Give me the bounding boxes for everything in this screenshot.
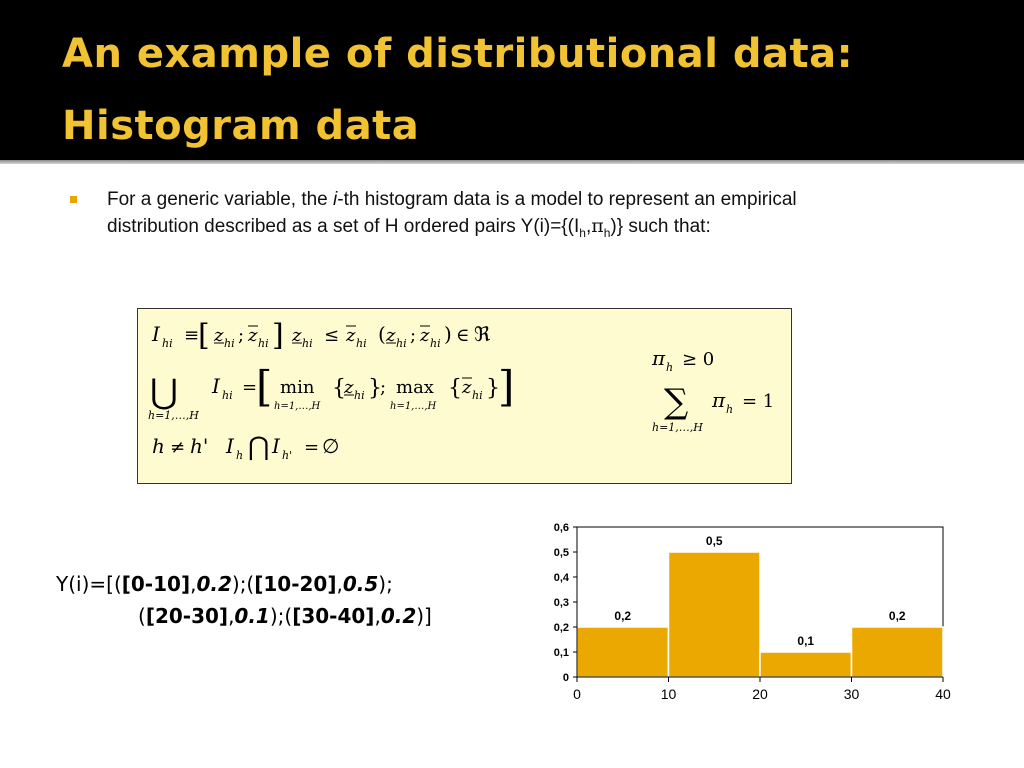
formula-left-bracket: [ [198, 318, 210, 353]
histogram-notation-line-1: Y(i)=[([0-10],0.2);([10-20],0.5); [56, 572, 393, 596]
formula-index: h=1,…,H [390, 401, 437, 412]
formula-z: z [343, 377, 354, 398]
formula-union-support: ⋃ h=1,…,H I hi = [ min h=1,…,H { z hi } … [148, 362, 514, 422]
formula-semicolon: ; [238, 325, 244, 346]
histogram-chart: 0,2 0,5 0,1 0,2 0 0,1 0,2 0,3 0,4 0,5 0,6 0 10 20 30 40 [554, 522, 951, 702]
formula-min: min [280, 377, 315, 398]
formula-subscript: hi [258, 337, 269, 350]
formula-equals: = [304, 437, 319, 458]
x-tick-label: 20 [752, 686, 768, 702]
formula-open-paren: ( [378, 322, 386, 346]
histogram-notation-line-2: ([20-30],0.1);([30-40],0.2)] [138, 604, 432, 628]
y-tick-label: 0,5 [554, 547, 569, 559]
data-label: 0,2 [889, 609, 906, 623]
formula-I: I [271, 434, 281, 458]
bullet-text-line-2: distribution described as a set of H ord… [107, 215, 711, 240]
title-bar [0, 0, 1024, 160]
formula-z-bar: z [461, 377, 472, 398]
formula-svg: I hi ≡ [ z hi ; z hi ] z hi ≤ z hi ( z h… [148, 318, 774, 462]
formula-z-bar: z [419, 325, 430, 346]
title-divider [0, 160, 1024, 164]
histogram-bar [850, 626, 944, 678]
histogram-bar [576, 626, 670, 678]
formula-subscript: hi [430, 337, 441, 350]
formula-z: z [291, 325, 302, 346]
formula-box: I hi ≡ [ z hi ; z hi ] z hi ≤ z hi ( z h… [137, 308, 792, 484]
formula-pi: π [711, 388, 726, 412]
formula-subscript: h [666, 361, 673, 374]
data-label: 0,5 [706, 534, 723, 548]
formula-subscript: hi [302, 337, 313, 350]
formula-I: I [151, 322, 161, 346]
formula-subscript: hi [396, 337, 407, 350]
formula-close-paren: ) [444, 322, 452, 346]
formula-subscript: h' [282, 449, 292, 462]
formula-index: h=1,…,H [652, 421, 703, 434]
formula-hprime: h' [190, 434, 208, 458]
formula-brace: } [486, 376, 500, 401]
formula-weights: π h ≥ 0 ∑ h=1,…,H π h = 1 [651, 346, 774, 434]
formula-sum: ∑ [664, 382, 688, 422]
histogram-bar [667, 551, 761, 678]
formula-equiv: ≡ [184, 325, 199, 346]
formula-h: h [152, 434, 165, 458]
formula-I: I [211, 374, 221, 398]
y-tick-label: 0,3 [554, 597, 569, 609]
y-tick-label: 0,2 [554, 622, 569, 634]
formula-index: h=1,…,H [148, 409, 199, 422]
formula-subscript: hi [354, 389, 365, 402]
formula-brace: { [332, 376, 346, 401]
formula-brace: { [448, 376, 462, 401]
formula-I: I [225, 434, 235, 458]
x-tick-label: 10 [661, 686, 677, 702]
y-tick-label: 0,6 [554, 522, 569, 534]
formula-subscript: hi [224, 337, 235, 350]
formula-semicolon: ; [380, 377, 386, 398]
formula-subscript: hi [162, 337, 173, 350]
x-tick-label: 40 [935, 686, 951, 702]
x-tick-label: 30 [844, 686, 860, 702]
formula-union: ⋃ [150, 372, 178, 412]
formula-subscript: h [726, 403, 733, 416]
bullet-text-line-1: For a generic variable, the i-th histogr… [107, 189, 797, 210]
y-tick-label: 0,4 [554, 572, 570, 584]
formula-z-bar: z [247, 325, 258, 346]
formula-right-bracket: ] [272, 318, 284, 353]
slide-title-line-2: Histogram data [62, 103, 420, 149]
formula-z: z [213, 325, 224, 346]
formula-element-of: ∈ [456, 325, 469, 346]
formula-pi: π [651, 346, 666, 370]
formula-index: h=1,…,H [274, 401, 321, 412]
formula-real-set: ℜ [474, 322, 491, 346]
formula-ge-zero: ≥ 0 [682, 349, 714, 370]
y-tick-label: 0 [563, 672, 569, 684]
data-label: 0,2 [614, 609, 631, 623]
formula-z-bar: z [345, 325, 356, 346]
formula-interval-definition: I hi ≡ [ z hi ; z hi ] z hi ≤ z hi ( z h… [151, 318, 491, 353]
formula-empty-set: ∅ [322, 434, 339, 458]
square-bullet-icon [70, 196, 77, 203]
x-tick-label: 0 [573, 686, 581, 702]
y-tick-label: 0,1 [554, 647, 569, 659]
data-label: 0,1 [797, 634, 814, 648]
formula-subscript: hi [222, 389, 233, 402]
formula-left-bracket: [ [256, 362, 272, 411]
formula-z: z [385, 325, 396, 346]
formula-subscript: hi [356, 337, 367, 350]
formula-equals: = [242, 377, 257, 398]
histogram-bar [759, 651, 853, 678]
slide-title-line-1: An example of distributional data: [62, 31, 854, 77]
formula-max: max [396, 377, 434, 398]
formula-intersection: ⋂ [248, 432, 269, 462]
formula-subscript: h [236, 449, 243, 462]
formula-not-equal: ≠ [170, 437, 185, 458]
formula-le: ≤ [324, 325, 339, 346]
formula-eq-one: = 1 [742, 391, 774, 412]
formula-subscript: hi [472, 389, 483, 402]
formula-semicolon: ; [410, 325, 416, 346]
formula-disjoint: h ≠ h' I h ⋂ I h' = ∅ [152, 432, 339, 462]
formula-brace: } [368, 376, 382, 401]
formula-right-bracket: ] [498, 362, 514, 411]
